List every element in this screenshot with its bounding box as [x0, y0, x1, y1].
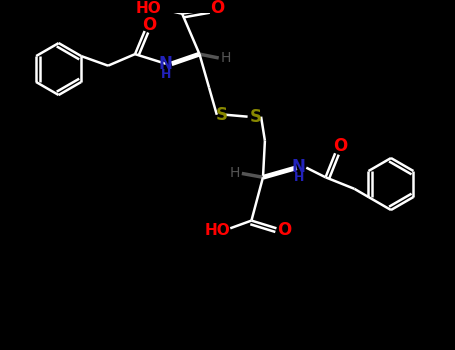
Text: S: S [249, 108, 261, 126]
Text: O: O [210, 0, 224, 17]
Text: S: S [216, 106, 228, 124]
Text: H: H [161, 68, 171, 81]
Text: O: O [333, 138, 347, 155]
Text: HO: HO [136, 1, 162, 16]
Text: HO: HO [205, 223, 231, 238]
Text: O: O [142, 16, 157, 34]
Text: N: N [159, 55, 173, 73]
Text: H: H [230, 167, 240, 181]
Text: H: H [293, 171, 304, 184]
Text: H: H [220, 51, 231, 65]
Text: N: N [292, 158, 305, 176]
Text: O: O [277, 221, 291, 239]
